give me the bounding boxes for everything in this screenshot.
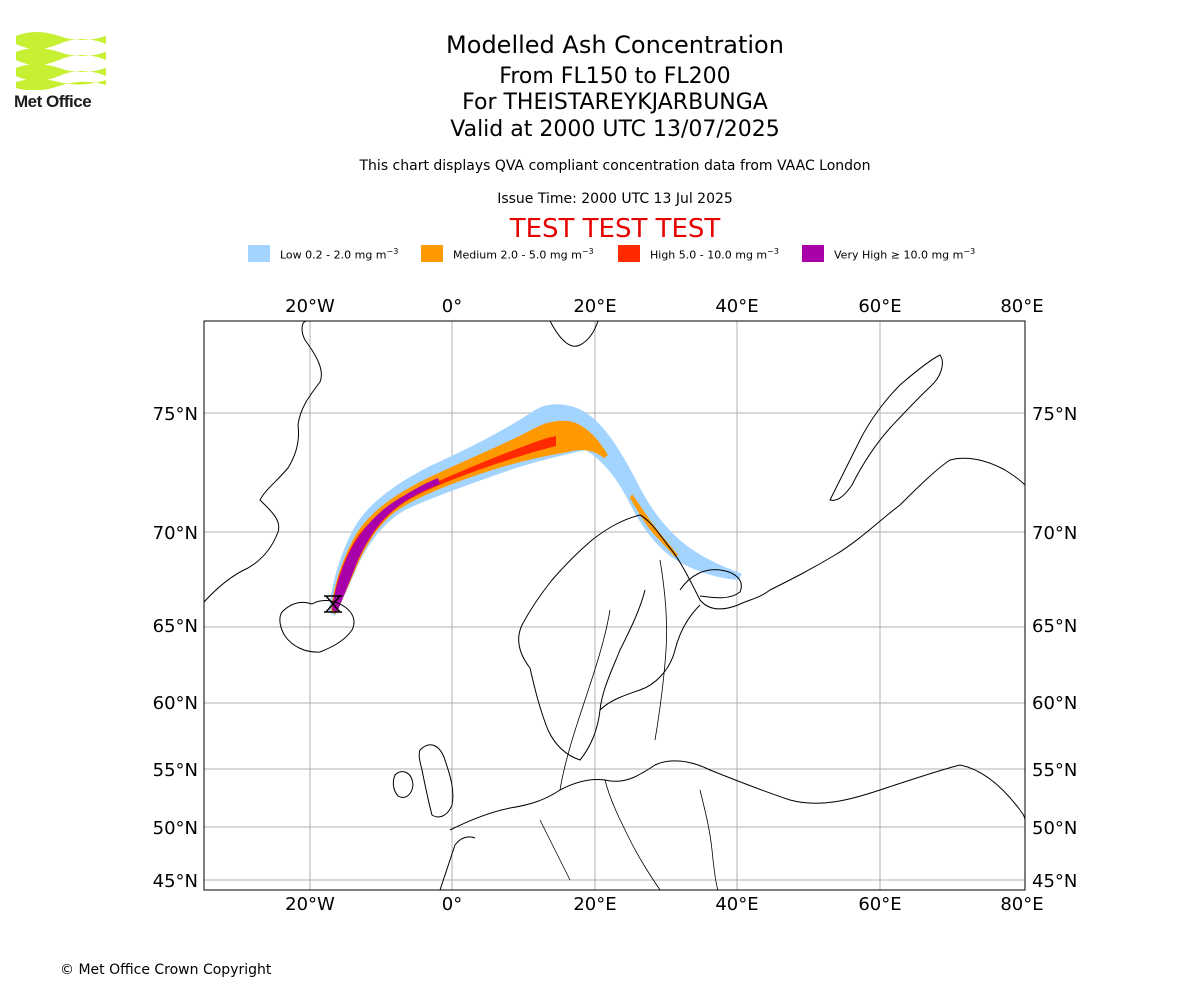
lat-label: 45°N [1032, 871, 1077, 892]
legend-swatch-low [248, 245, 270, 262]
lon-label: 20°E [573, 894, 616, 915]
logo-text: Met Office [14, 92, 92, 111]
lon-label: 80°E [1000, 296, 1043, 317]
lat-label: 50°N [153, 818, 198, 839]
ash-very-high [332, 478, 440, 612]
right-lat-labels: 75°N 70°N 65°N 60°N 55°N 50°N 45°N [1032, 404, 1077, 892]
coastlines [204, 321, 1025, 890]
lat-label: 55°N [153, 760, 198, 781]
lon-label: 40°E [715, 296, 758, 317]
volcano-marker-icon [324, 595, 342, 613]
lat-label: 60°N [153, 693, 198, 714]
map-frame [203, 320, 1026, 891]
lat-label: 55°N [1032, 760, 1077, 781]
lat-label: 65°N [1032, 616, 1077, 637]
issue-time: Issue Time: 2000 UTC 13 Jul 2025 [497, 191, 733, 207]
test-banner: TEST TEST TEST [509, 214, 721, 244]
top-lon-labels: 20°W 0° 20°E 40°E 60°E 80°E [285, 296, 1043, 317]
legend-label-high: High 5.0 - 10.0 mg m [650, 248, 768, 262]
lat-label: 60°N [1032, 693, 1077, 714]
lat-label: 50°N [1032, 818, 1077, 839]
chart-title: Modelled Ash Concentration [446, 31, 784, 59]
flight-level-range: From FL150 to FL200 [499, 64, 731, 89]
bottom-lon-labels: 20°W 0° 20°E 40°E 60°E 80°E [285, 894, 1043, 915]
left-lat-labels: 75°N 70°N 65°N 60°N 55°N 50°N 45°N [153, 404, 198, 892]
country-borders [539, 559, 719, 890]
lon-label: 40°E [715, 894, 758, 915]
lon-label: 20°E [573, 296, 616, 317]
legend-swatch-medium [421, 245, 443, 262]
lat-label: 65°N [153, 616, 198, 637]
legend-unit-exp: −3 [767, 247, 779, 256]
lon-label: 20°W [285, 296, 335, 317]
lat-label: 75°N [1032, 404, 1077, 425]
copyright: © Met Office Crown Copyright [60, 962, 272, 978]
lon-label: 80°E [1000, 894, 1043, 915]
compliance-note: This chart displays QVA compliant concen… [359, 158, 871, 174]
legend-swatch-high [618, 245, 640, 262]
ash-plume [329, 404, 742, 616]
legend-label-very-high: Very High ≥ 10.0 mg m [834, 248, 964, 262]
lat-label: 45°N [153, 871, 198, 892]
lon-label: 60°E [858, 296, 901, 317]
met-office-waves-icon [16, 32, 106, 91]
map-area [204, 321, 1025, 890]
legend-label-low: Low 0.2 - 2.0 mg m [280, 248, 387, 262]
graticule [204, 321, 1025, 890]
lat-label: 70°N [1032, 523, 1077, 544]
legend-swatch-very-high [802, 245, 824, 262]
lat-label: 70°N [153, 523, 198, 544]
legend-unit-exp: −3 [581, 247, 594, 256]
lon-label: 0° [442, 296, 462, 317]
lon-label: 20°W [285, 894, 335, 915]
lon-label: 60°E [858, 894, 901, 915]
legend-unit-exp: −3 [386, 247, 399, 256]
lon-label: 0° [442, 894, 462, 915]
lat-label: 75°N [153, 404, 198, 425]
legend-unit-exp: −3 [963, 247, 976, 256]
ash-medium-streak [630, 494, 678, 557]
met-office-logo: Met Office [14, 30, 109, 112]
legend-label-medium: Medium 2.0 - 5.0 mg m [453, 248, 582, 262]
volcano-name: For THEISTAREYKJARBUNGA [462, 90, 768, 115]
valid-time: Valid at 2000 UTC 13/07/2025 [450, 117, 780, 142]
